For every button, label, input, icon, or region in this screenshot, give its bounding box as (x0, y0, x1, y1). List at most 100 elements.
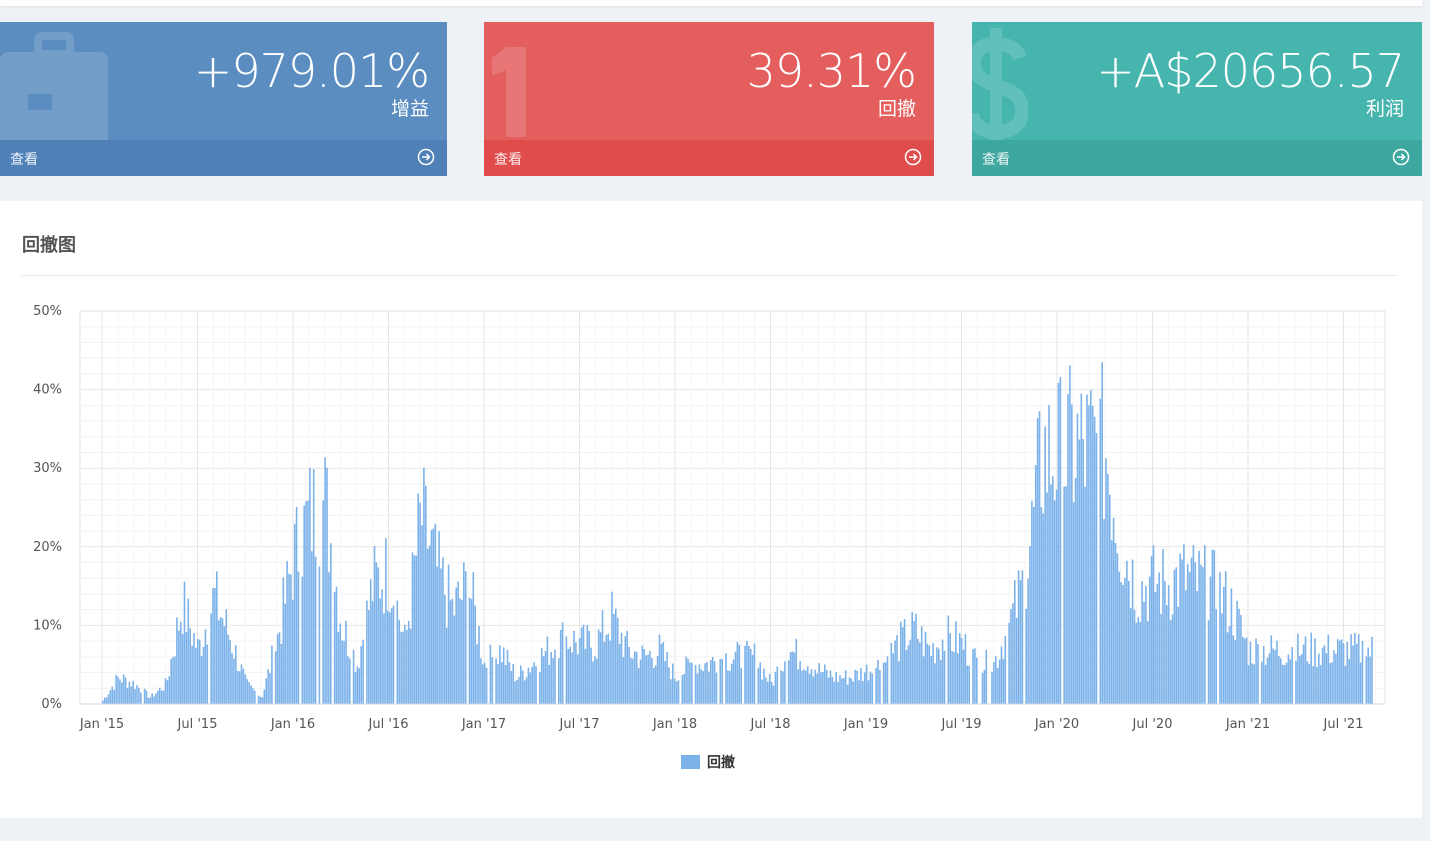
drawdown-bar (257, 695, 260, 704)
drawdown-bar (797, 669, 799, 704)
drawdown-bar (825, 670, 828, 704)
drawdown-bar (998, 659, 1001, 704)
drawdown-bar (1243, 638, 1246, 704)
y-tick-label: 10% (33, 618, 62, 633)
drawdown-bar (588, 631, 590, 704)
x-tick-label: Jan '17 (461, 717, 506, 732)
drawdown-bar (1219, 572, 1221, 704)
drawdown-bar (1008, 622, 1010, 704)
drawdown-bar (651, 657, 653, 704)
drawdown-bar (1048, 404, 1050, 704)
drawdown-bar (932, 643, 934, 704)
drawdown-bar (269, 673, 271, 704)
drawdown-bar (890, 642, 893, 704)
drawdown-bar (710, 660, 712, 704)
y-tick-label: 20% (33, 540, 62, 555)
drawdown-bar (1148, 576, 1151, 704)
drawdown-bar (521, 670, 524, 704)
drawdown-card: 39.31% 回撤 查看 (484, 22, 934, 176)
drawdown-bar (1167, 585, 1170, 704)
drawdown-view-link[interactable]: 查看 (484, 140, 934, 176)
drawdown-bar (1297, 633, 1299, 704)
drawdown-bar (736, 642, 739, 704)
drawdown-bar (164, 678, 167, 704)
drawdown-bar (504, 664, 507, 704)
drawdown-bar (632, 658, 634, 704)
drawdown-bar (892, 653, 894, 704)
drawdown-bar (214, 587, 216, 704)
drawdown-bar (660, 643, 663, 704)
drawdown-bar (1371, 636, 1373, 704)
drawdown-bar (248, 682, 250, 704)
briefcase-icon (0, 32, 108, 147)
drawdown-bar (1251, 663, 1254, 704)
drawdown-bar (246, 679, 248, 704)
drawdown-bar (1095, 433, 1098, 704)
drawdown-bar (179, 621, 182, 704)
drawdown-bar (242, 669, 245, 704)
drawdown-bar (356, 666, 359, 704)
panel-title: 回撤图 (22, 235, 76, 256)
drawdown-bar (801, 670, 803, 704)
drawdown-bar (683, 673, 685, 704)
drawdown-bar (877, 659, 879, 704)
drawdown-bar (1052, 476, 1054, 704)
chart-legend[interactable]: 回撤 (681, 752, 735, 772)
drawdown-bar (426, 548, 429, 704)
drawdown-bar (259, 696, 262, 704)
drawdown-bar (624, 636, 627, 704)
drawdown-bar (1356, 643, 1358, 704)
drawdown-bar (236, 671, 239, 704)
drawdown-bar (1122, 584, 1124, 704)
drawdown-bar (540, 648, 543, 704)
drawdown-bar (1171, 614, 1174, 704)
drawdown-bar (706, 661, 708, 704)
drawdown-bar (839, 675, 841, 704)
drawdown-bar (1027, 578, 1029, 704)
drawdown-bar (1291, 647, 1293, 704)
drawdown-bar (470, 598, 473, 704)
drawdown-bar (1278, 656, 1280, 704)
drawdown-bar (938, 648, 940, 704)
drawdown-bar (1017, 570, 1020, 704)
profit-label: 利润 (1365, 98, 1404, 120)
drawdown-bar (865, 664, 868, 704)
drawdown-bar (482, 664, 484, 704)
drawdown-bar (966, 665, 969, 704)
drawdown-bar (1082, 439, 1084, 704)
drawdown-bar (702, 671, 704, 704)
drawdown-bar (485, 667, 488, 704)
drawdown-bar (643, 649, 646, 704)
drawdown-bar (827, 677, 830, 704)
drawdown-bar (869, 671, 872, 704)
drawdown-bar (409, 628, 412, 704)
drawdown-bar (694, 664, 697, 704)
drawdown-bar (653, 667, 655, 704)
drawdown-bar (301, 576, 304, 704)
drawdown-bar (322, 500, 324, 704)
drawdown-bar (597, 629, 600, 704)
drawdown-bar (1000, 646, 1003, 704)
drawdown-bar (995, 656, 997, 704)
drawdown-bar (687, 658, 689, 704)
drawdown-bar (1348, 659, 1350, 704)
profit-view-link[interactable]: 查看 (972, 140, 1422, 176)
gain-view-link[interactable]: 查看 (0, 140, 447, 176)
drawdown-bar (567, 648, 570, 704)
drawdown-bar (962, 649, 965, 704)
drawdown-bar (461, 599, 463, 704)
drawdown-bar (497, 664, 499, 704)
drawdown-bar (235, 645, 237, 704)
drawdown-bar (1164, 581, 1166, 704)
drawdown-bar (392, 605, 395, 704)
drawdown-bar (1255, 638, 1257, 704)
panel-divider (22, 275, 1396, 276)
drawdown-bar (670, 679, 672, 704)
drawdown-bar (508, 662, 511, 704)
y-tick-label: 0% (41, 697, 62, 712)
drawdown-bar (229, 639, 231, 704)
drawdown-bar (662, 641, 665, 704)
drawdown-bar (1192, 545, 1195, 704)
drawdown-bar (170, 658, 172, 704)
drawdown-bar (930, 655, 932, 704)
